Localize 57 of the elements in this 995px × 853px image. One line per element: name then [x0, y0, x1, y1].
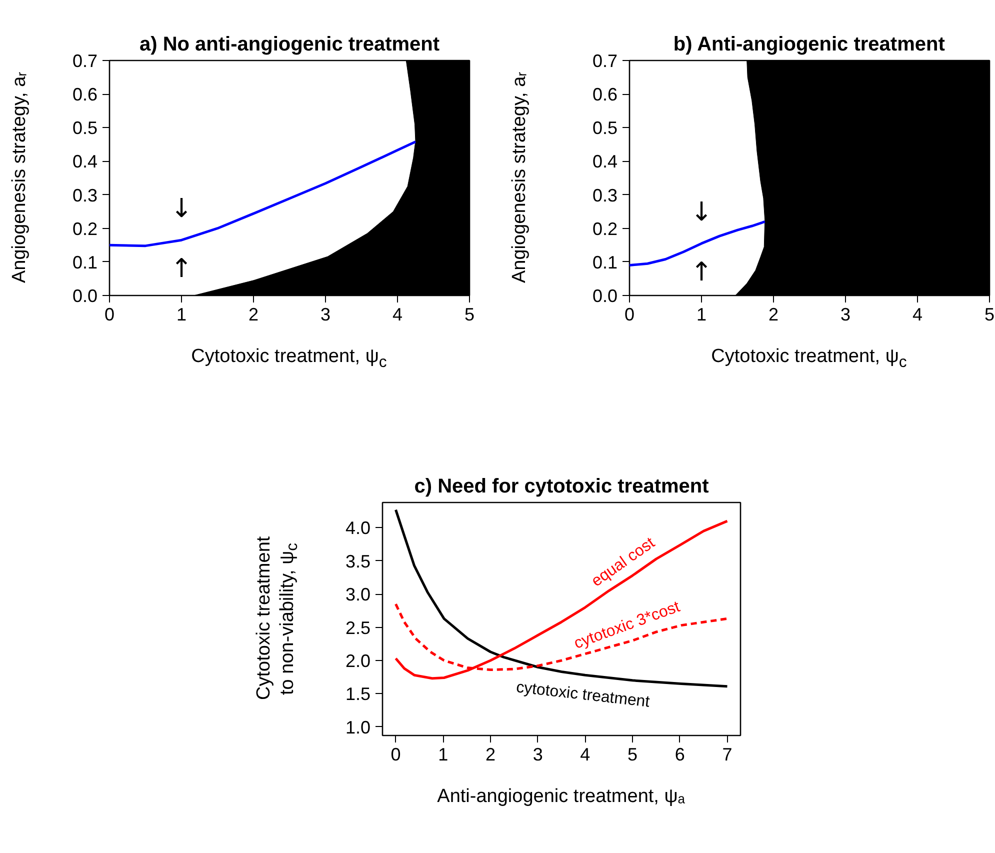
x-tick-label: 7 [722, 744, 732, 764]
x-tick-label: 1 [176, 304, 187, 324]
text: cytotoxic treatment [515, 679, 652, 711]
x-tick-label: 4 [912, 304, 923, 324]
chart-title: b) Anti-angiogenic treatment [673, 34, 946, 56]
y-axis-title: Angiogenesis strategy, aᵣ [8, 72, 32, 284]
y-tick-label: 0.2 [592, 218, 618, 239]
y-tick-label: 0.4 [592, 152, 618, 172]
x-tick-label: 2 [248, 304, 259, 324]
x-tick-label: 0 [624, 304, 635, 324]
x-tick-label: 5 [628, 744, 638, 764]
x-tick-label: 3 [320, 304, 331, 324]
y-tick-label: 0.1 [592, 252, 618, 272]
x-tick-label: 3 [532, 744, 543, 764]
y-tick-label: 1.5 [345, 684, 371, 704]
x-axis-title: Cytotoxic treatment, ψ$_{c}$ [191, 345, 387, 373]
y-tick-label: 0.7 [72, 51, 98, 71]
x-axis-title: Anti-angiogenic treatment, ψₐ [437, 785, 685, 809]
y-tick-label: 0.0 [592, 286, 618, 306]
y-tick-label: 0.7 [592, 51, 618, 71]
y-axis-title: Angiogenesis strategy, aᵣ [508, 72, 532, 284]
y-tick-label: 0.5 [72, 118, 98, 138]
line-series [110, 140, 417, 248]
x-tick-label: 5 [464, 304, 475, 324]
y-tick-label: 0.4 [72, 152, 98, 172]
annotation: ↑ [170, 254, 192, 284]
y-tick-label: 0.6 [592, 84, 618, 105]
y-tick-label: 0.5 [592, 118, 618, 138]
y-tick-label: 3.5 [345, 551, 371, 572]
annotation: ↑ [690, 257, 712, 288]
y-tick-label: 4.0 [345, 518, 371, 538]
y-tick-label: 0.0 [72, 286, 98, 306]
x-axis-title: Cytotoxic treatment, ψ$_{c}$ [711, 345, 907, 373]
y-tick-label: 0.6 [72, 84, 98, 105]
x-tick-label: 2 [485, 744, 496, 764]
chart-title: a) No anti-angiogenic treatment [139, 34, 440, 56]
x-tick-label: 0 [390, 744, 401, 764]
x-tick-label: 1 [438, 744, 448, 764]
x-tick-label: 6 [674, 744, 685, 764]
y-tick-label: 0.3 [592, 185, 618, 206]
x-tick-label: 4 [580, 744, 590, 764]
x-tick-label: 0 [104, 304, 115, 324]
chart-title: c) Need for cytotoxic treatment [414, 476, 710, 498]
x-tick-label: 1 [696, 304, 707, 324]
annotation: ↓ [170, 194, 192, 224]
y-tick-label: 3.0 [345, 584, 371, 605]
y-tick-label: 0.1 [72, 252, 98, 272]
y-tick-label: 0.2 [72, 218, 98, 239]
x-tick-label: 3 [840, 304, 851, 324]
annotation: ↓ [690, 197, 712, 228]
x-tick-label: 4 [392, 304, 403, 324]
y-tick-label: 2.0 [345, 650, 371, 671]
x-tick-label: 5 [984, 304, 995, 324]
x-tick-label: 2 [768, 304, 779, 324]
y-tick-label: 2.5 [345, 618, 371, 638]
y-tick-label: 1.0 [345, 717, 371, 738]
y-tick-label: 0.3 [72, 185, 98, 206]
